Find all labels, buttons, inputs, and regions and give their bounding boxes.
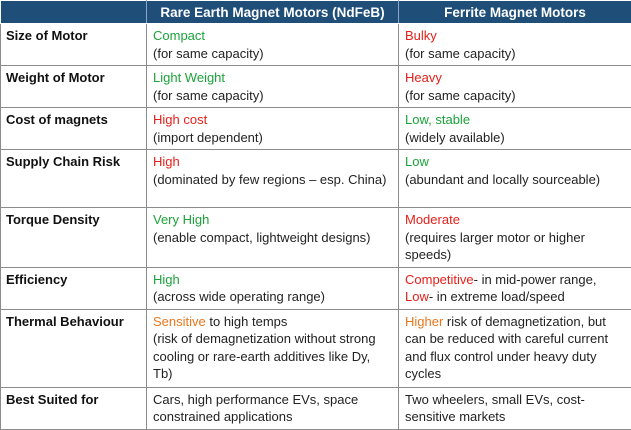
- ndfeb-cell: High cost (import dependent): [146, 107, 399, 150]
- header-row: Rare Earth Magnet Motors (NdFeB) Ferrite…: [0, 0, 631, 24]
- table-row: Torque Density Very High (enable compact…: [0, 207, 631, 268]
- ferrite-rest-2: - in extreme load/speed: [428, 289, 565, 304]
- table-row: Cost of magnets High cost (import depend…: [0, 107, 631, 150]
- ferrite-highlight: Bulky: [405, 28, 437, 43]
- ndfeb-cell: High (dominated by few regions – esp. Ch…: [146, 149, 399, 208]
- ndfeb-note: (enable compact, lightweight designs): [153, 229, 371, 245]
- header-ferrite: Ferrite Magnet Motors: [398, 0, 631, 24]
- ferrite-note: (abundant and locally sourceable): [405, 171, 601, 187]
- ndfeb-highlight: High: [153, 271, 180, 287]
- ndfeb-highlight: Very High: [153, 212, 210, 227]
- feature-label: Cost of magnets: [0, 107, 147, 150]
- ndfeb-note: (across wide operating range): [153, 289, 325, 304]
- ndfeb-highlight: High cost: [153, 112, 208, 127]
- ndfeb-note: (import dependent): [153, 129, 263, 145]
- feature-label: Size of Motor: [0, 23, 147, 66]
- ndfeb-rest: to high temps: [205, 313, 288, 329]
- ferrite-highlight: Low, stable: [405, 112, 471, 127]
- ndfeb-note: (risk of demagnetization without strong …: [153, 331, 376, 381]
- table-row: Thermal Behaviour Sensitive to high temp…: [0, 308, 631, 388]
- ferrite-note: (requires larger motor or higher speeds): [405, 229, 585, 263]
- ndfeb-highlight: Light Weight: [153, 70, 226, 85]
- table-row: Size of Motor Compact (for same capacity…: [0, 23, 631, 66]
- ferrite-highlight: Moderate: [405, 212, 460, 227]
- ferrite-cell: Moderate (requires larger motor or highe…: [398, 207, 631, 268]
- ferrite-rest-1: - in mid-power range,: [473, 271, 597, 287]
- feature-label: Best Suited for: [0, 386, 147, 430]
- ndfeb-cell: Cars, high performance EVs, space constr…: [146, 386, 399, 430]
- ndfeb-line-1: Sensitive to high temps: [153, 313, 393, 331]
- ferrite-cell: Competitive- in mid-power range, Low- in…: [398, 266, 631, 310]
- table-row: Efficiency High (across wide operating r…: [0, 266, 631, 310]
- ferrite-cell: Bulky (for same capacity): [398, 23, 631, 66]
- feature-label: Supply Chain Risk: [0, 149, 147, 208]
- feature-label: Torque Density: [0, 207, 147, 268]
- header-feature: [0, 0, 147, 24]
- ndfeb-note: (for same capacity): [153, 45, 264, 61]
- ndfeb-text: Cars, high performance EVs, space constr…: [153, 391, 359, 425]
- ferrite-highlight-1: Competitive: [405, 271, 474, 287]
- table-row: Best Suited for Cars, high performance E…: [0, 386, 631, 430]
- ferrite-highlight: Heavy: [405, 70, 442, 85]
- ferrite-rest: risk of demagnetization, but can be redu…: [405, 313, 609, 382]
- ferrite-note: (for same capacity): [405, 87, 516, 103]
- ferrite-note: (for same capacity): [405, 45, 516, 61]
- ferrite-text: Two wheelers, small EVs, cost-sensitive …: [405, 391, 585, 425]
- ndfeb-highlight: Compact: [153, 28, 206, 43]
- ferrite-cell: Two wheelers, small EVs, cost-sensitive …: [398, 386, 631, 430]
- ferrite-note: (widely available): [405, 129, 505, 145]
- ferrite-line-2: Low- in extreme load/speed: [405, 288, 626, 306]
- feature-label: Weight of Motor: [0, 65, 147, 108]
- ndfeb-note: (dominated by few regions – esp. China): [153, 171, 387, 187]
- feature-label: Efficiency: [0, 266, 147, 310]
- ferrite-cell: Heavy (for same capacity): [398, 65, 631, 108]
- ndfeb-cell: Light Weight (for same capacity): [146, 65, 399, 108]
- ndfeb-highlight: High: [153, 154, 180, 169]
- ferrite-cell: Low (abundant and locally sourceable): [398, 149, 631, 208]
- ndfeb-cell: Compact (for same capacity): [146, 23, 399, 66]
- ferrite-line-1: Competitive- in mid-power range,: [405, 271, 626, 289]
- table-row: Weight of Motor Light Weight (for same c…: [0, 65, 631, 108]
- ferrite-cell: Higher risk of demagnetization, but can …: [398, 308, 631, 388]
- table-row: Supply Chain Risk High (dominated by few…: [0, 149, 631, 208]
- feature-label: Thermal Behaviour: [0, 308, 147, 388]
- ferrite-cell: Low, stable (widely available): [398, 107, 631, 150]
- ndfeb-highlight: Sensitive: [153, 313, 206, 329]
- ndfeb-cell: Very High (enable compact, lightweight d…: [146, 207, 399, 268]
- ndfeb-cell: High (across wide operating range): [146, 266, 399, 310]
- ferrite-highlight: Low: [405, 154, 429, 169]
- ferrite-highlight-2: Low: [405, 289, 429, 304]
- ndfeb-note: (for same capacity): [153, 87, 264, 103]
- ferrite-highlight: Higher: [405, 313, 444, 329]
- header-ndfeb: Rare Earth Magnet Motors (NdFeB): [146, 0, 399, 24]
- ndfeb-cell: Sensitive to high temps (risk of demagne…: [146, 308, 399, 388]
